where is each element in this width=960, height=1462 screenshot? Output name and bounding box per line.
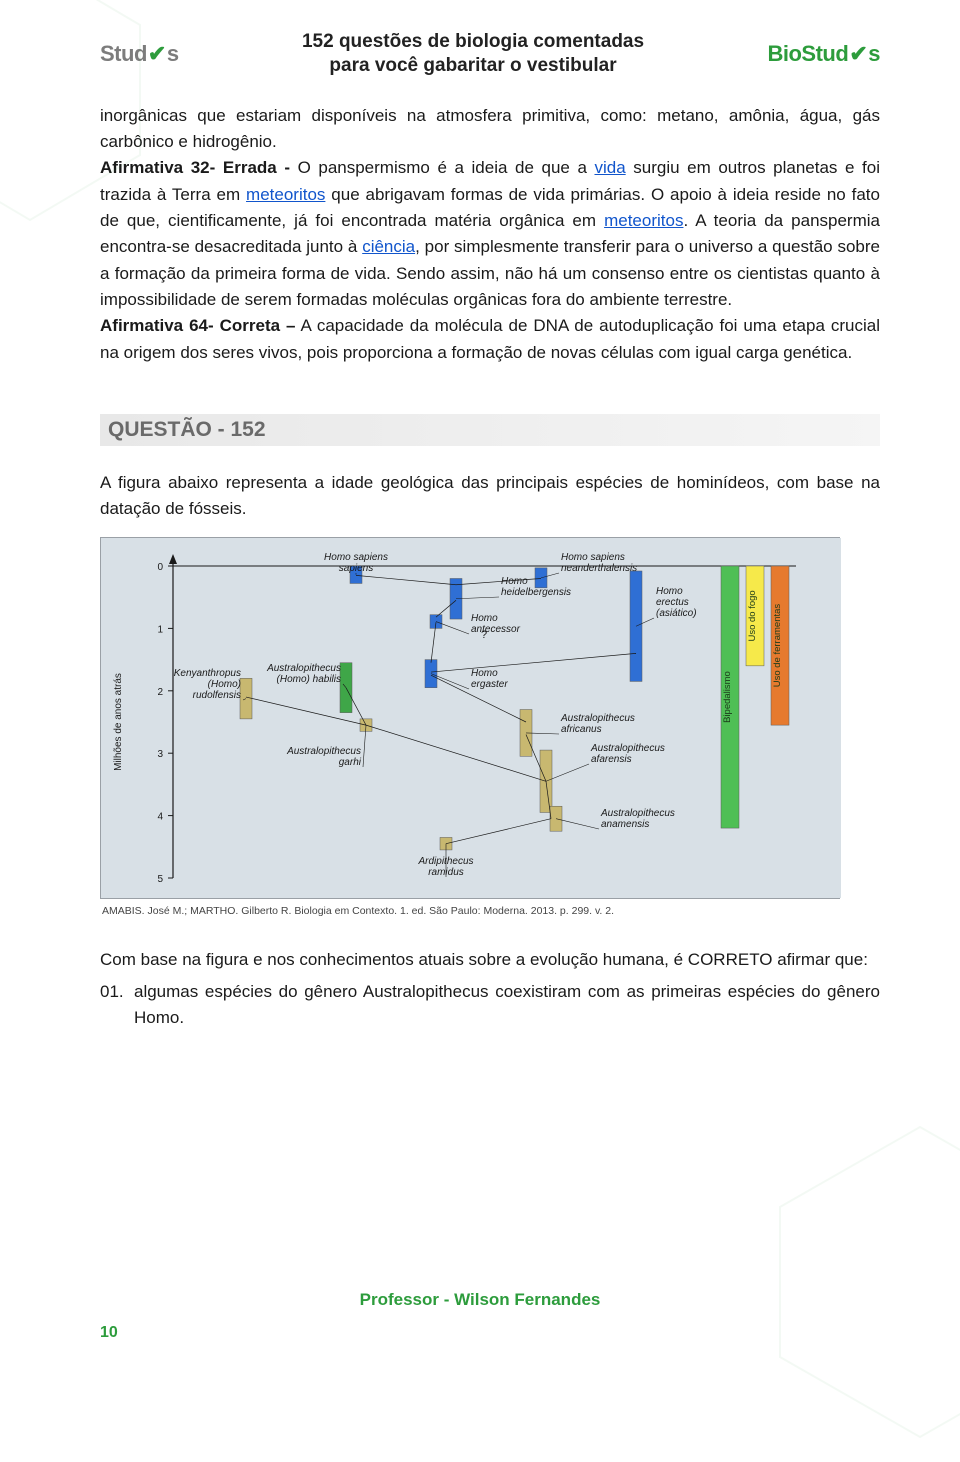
watermark-hex bbox=[740, 1102, 960, 1462]
paragraph-intro: inorgânicas que estariam disponíveis na … bbox=[100, 103, 880, 156]
svg-text:afarensis: afarensis bbox=[591, 754, 632, 765]
svg-text:(Homo): (Homo) bbox=[208, 679, 241, 690]
svg-text:heidelbergensis: heidelbergensis bbox=[501, 587, 571, 598]
biostudos-logo: BioStud✔s bbox=[767, 41, 880, 67]
svg-text:Ardipithecus: Ardipithecus bbox=[417, 856, 473, 867]
p2a: O panspermismo é a ideia de que a bbox=[290, 158, 595, 177]
hominid-timeline-figure: 012345Milhões de anos atrásHomo sapienss… bbox=[100, 537, 840, 899]
svg-text:Homo: Homo bbox=[471, 613, 498, 624]
svg-text:sapiens: sapiens bbox=[339, 563, 373, 574]
paragraph-af32: Afirmativa 32- Errada - O panspermismo é… bbox=[100, 155, 880, 313]
header-title-l2: para você gabaritar o vestibular bbox=[179, 54, 768, 78]
svg-text:Australopithecus: Australopithecus bbox=[286, 746, 361, 757]
svg-text:anamensis: anamensis bbox=[601, 819, 649, 830]
option-01: 01. algumas espécies do gênero Australop… bbox=[100, 979, 880, 1032]
svg-text:erectus: erectus bbox=[656, 597, 689, 608]
svg-text:Homo: Homo bbox=[656, 586, 683, 597]
svg-text:?: ? bbox=[481, 628, 487, 640]
svg-text:Australopithecus: Australopithecus bbox=[590, 743, 665, 754]
page-number: 10 bbox=[100, 1324, 118, 1342]
svg-text:(Homo) habilis: (Homo) habilis bbox=[277, 674, 341, 685]
studos-logo: Stud✔s bbox=[100, 41, 179, 67]
svg-text:Kenyanthropus: Kenyanthropus bbox=[174, 668, 241, 679]
svg-text:Homo sapiens: Homo sapiens bbox=[324, 552, 388, 563]
check-icon: ✔ bbox=[148, 41, 166, 67]
question-heading: QUESTÃO - 152 bbox=[100, 414, 880, 446]
svg-text:Australopithecus: Australopithecus bbox=[560, 713, 635, 724]
svg-text:neanderthalensis: neanderthalensis bbox=[561, 563, 637, 574]
svg-text:Homo sapiens: Homo sapiens bbox=[561, 552, 625, 563]
svg-text:antecessor: antecessor bbox=[471, 624, 521, 635]
logo-left-suffix: s bbox=[167, 41, 179, 67]
header-title-l1: 152 questões de biologia comentadas bbox=[179, 30, 768, 54]
link-meteoritos-1[interactable]: meteoritos bbox=[246, 185, 325, 204]
figure-caption: AMABIS. José M.; MARTHO. Gilberto R. Bio… bbox=[102, 905, 880, 917]
svg-text:Uso de ferramentas: Uso de ferramentas bbox=[772, 603, 783, 687]
af32-label: Afirmativa 32- Errada - bbox=[100, 158, 290, 177]
page-header: Stud✔s 152 questões de biologia comentad… bbox=[100, 30, 880, 78]
af64-label: Afirmativa 64- Correta – bbox=[100, 316, 295, 335]
svg-text:rudolfensis: rudolfensis bbox=[193, 690, 241, 701]
svg-text:Milhões de anos atrás: Milhões de anos atrás bbox=[113, 673, 124, 771]
logo-left-prefix: Stud bbox=[100, 41, 147, 67]
svg-text:2: 2 bbox=[157, 686, 163, 697]
svg-text:Australopithecus: Australopithecus bbox=[600, 808, 675, 819]
svg-text:africanus: africanus bbox=[561, 724, 602, 735]
check-icon: ✔ bbox=[849, 41, 867, 67]
svg-text:5: 5 bbox=[157, 874, 163, 885]
link-meteoritos-2[interactable]: meteoritos bbox=[604, 211, 683, 230]
paragraph-af64: Afirmativa 64- Correta – A capacidade da… bbox=[100, 313, 880, 366]
p1a: inorgânicas que estariam disponíveis na … bbox=[100, 106, 880, 151]
svg-text:Australopithecus: Australopithecus bbox=[266, 663, 341, 674]
after-figure-text: Com base na figura e nos conhecimentos a… bbox=[100, 947, 880, 973]
svg-text:Homo: Homo bbox=[471, 668, 498, 679]
option-text: algumas espécies do gênero Australopithe… bbox=[134, 979, 880, 1032]
svg-text:4: 4 bbox=[157, 811, 163, 822]
logo-right-prefix: BioStud bbox=[767, 41, 848, 67]
link-ciencia[interactable]: ciência bbox=[362, 237, 415, 256]
svg-text:ergaster: ergaster bbox=[471, 679, 508, 690]
svg-text:(asiático): (asiático) bbox=[656, 608, 697, 619]
svg-text:3: 3 bbox=[157, 749, 163, 760]
svg-text:0: 0 bbox=[157, 562, 163, 573]
figure-svg: 012345Milhões de anos atrásHomo sapienss… bbox=[101, 538, 841, 898]
question-intro: A figura abaixo representa a idade geoló… bbox=[100, 470, 880, 523]
logo-right-suffix: s bbox=[868, 41, 880, 67]
svg-text:Bipedalismo: Bipedalismo bbox=[722, 671, 733, 723]
header-title: 152 questões de biologia comentadas para… bbox=[179, 30, 768, 78]
svg-text:1: 1 bbox=[157, 624, 163, 635]
svg-text:Uso do fogo: Uso do fogo bbox=[747, 590, 758, 641]
svg-text:Homo: Homo bbox=[501, 576, 528, 587]
svg-text:garhi: garhi bbox=[339, 757, 362, 768]
link-vida[interactable]: vida bbox=[594, 158, 625, 177]
option-number: 01. bbox=[100, 979, 134, 1032]
footer-professor: Professor - Wilson Fernandes bbox=[0, 1290, 960, 1310]
